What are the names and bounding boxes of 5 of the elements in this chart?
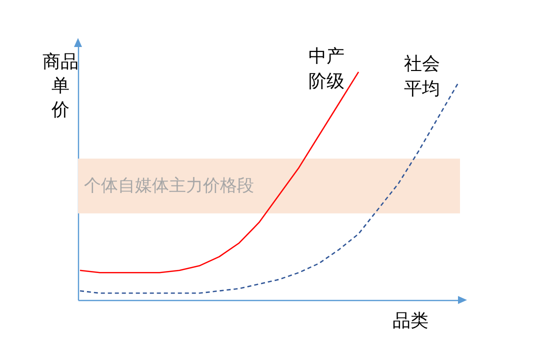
series-label: 社会平均 xyxy=(404,53,440,100)
y-axis-title: 商品单价 xyxy=(42,52,78,120)
x-axis-title: 品类 xyxy=(392,310,428,332)
band-label: 个体自媒体主力价格段 xyxy=(84,176,254,196)
series-label: 中产阶级 xyxy=(308,46,345,92)
